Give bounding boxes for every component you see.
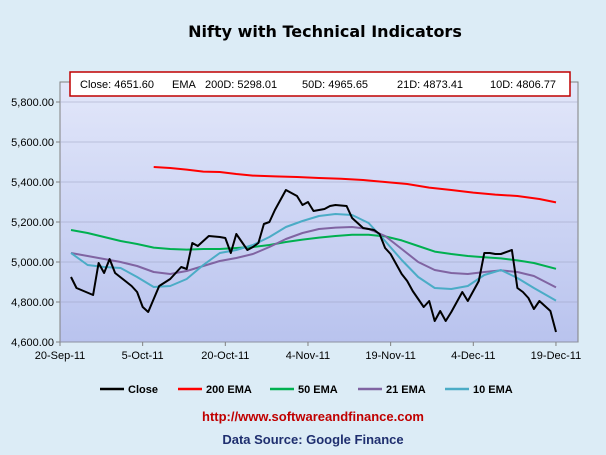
stats-ema50: 50D: 4965.65	[302, 79, 368, 91]
y-tick-label: 5,400.00	[11, 177, 54, 189]
stats-box: Close: 4651.60 EMA 200D: 5298.01 50D: 49…	[69, 71, 571, 97]
stats-ema21: 21D: 4873.41	[397, 79, 463, 91]
chart-title: Nifty with Technical Indicators	[188, 22, 462, 41]
series-line-200-ema	[153, 166, 557, 204]
legend-label-200-ema: 200 EMA	[206, 384, 252, 396]
x-tick-label: 19-Nov-11	[365, 350, 416, 362]
series-line-close	[70, 189, 557, 333]
stats-close: Close: 4651.60	[80, 79, 154, 91]
series-line-10-ema	[70, 213, 557, 302]
x-tick-label: 4-Nov-11	[286, 350, 330, 362]
series-line-50-ema	[70, 229, 557, 270]
y-tick-label: 5,200.00	[11, 217, 54, 229]
legend-label-10-ema: 10 EMA	[473, 384, 513, 396]
x-tick-label: 20-Oct-11	[201, 350, 249, 362]
footer-source: Data Source: Google Finance	[222, 432, 403, 447]
y-tick-label: 4,600.00	[11, 337, 54, 349]
y-tick-label: 4,800.00	[11, 297, 54, 309]
legend: Close 200 EMA 50 EMA 21 EMA 10 EMA	[100, 384, 513, 396]
footer-url: http://www.softwareandfinance.com	[202, 409, 424, 424]
series-lines	[70, 166, 557, 333]
stats-box-frame	[69, 71, 571, 97]
stats-ema-label: EMA	[172, 79, 197, 91]
y-tick-label: 5,600.00	[11, 137, 54, 149]
stats-ema200: 200D: 5298.01	[205, 79, 277, 91]
series-line-21-ema	[70, 226, 557, 289]
y-axis-ticks: 4,600.00 4,800.00 5,000.00 5,200.00 5,400.00…	[11, 97, 60, 349]
legend-label-21-ema: 21 EMA	[386, 384, 426, 396]
legend-label-50-ema: 50 EMA	[298, 384, 338, 396]
legend-label-close: Close	[128, 384, 158, 396]
y-tick-label: 5,800.00	[11, 97, 54, 109]
plot-area	[59, 81, 579, 343]
stats-ema10: 10D: 4806.77	[490, 79, 556, 91]
x-tick-label: 5-Oct-11	[122, 350, 164, 362]
x-axis-ticks: 20-Sep-11 5-Oct-11 20-Oct-11 4-Nov-11 19-Nov…	[35, 342, 582, 362]
x-tick-label: 4-Dec-11	[451, 350, 495, 362]
x-tick-label: 20-Sep-11	[35, 350, 86, 362]
x-tick-label: 19-Dec-11	[531, 350, 582, 362]
grid-lines	[60, 101, 578, 343]
y-tick-label: 5,000.00	[11, 257, 54, 269]
